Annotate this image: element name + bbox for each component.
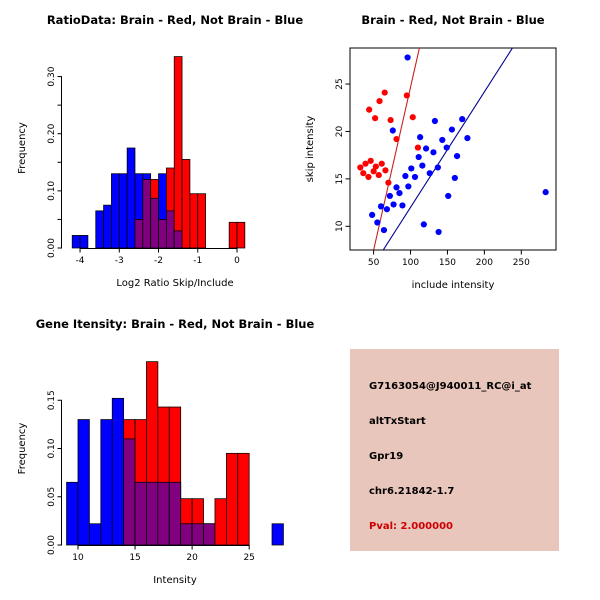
svg-text:10: 10 [335,220,345,232]
svg-text:0.00: 0.00 [47,238,57,258]
svg-text:25: 25 [243,553,254,563]
svg-text:-3: -3 [115,256,124,266]
svg-text:100: 100 [402,258,419,268]
ratio_hist-title: RatioData: Brain - Red, Not Brain - Blue [47,13,304,27]
gene-info-box: G7163054@J940011_RC@i_at altTxStart Gpr1… [350,349,559,551]
svg-text:25: 25 [335,78,345,89]
intensity_scatter-fit-line-red [373,48,420,250]
ratio_hist-xlabel: Log2 Ratio Skip/Include [116,278,233,289]
probe-id-text: G7163054@J940011_RC@i_at [369,381,532,392]
gene_hist-bars [66,361,284,546]
panel-gene-info: G7163054@J940011_RC@i_at altTxStart Gpr1… [300,300,600,600]
pval-text: Pval: 2.000000 [369,521,454,532]
svg-text:0.15: 0.15 [47,390,57,410]
svg-text:0.00: 0.00 [47,535,57,555]
ratio_hist-chart: RatioData: Brain - Red, Not Brain - Blue… [17,13,303,289]
intensity_scatter-ylabel: skip intensity [305,116,316,183]
intensity_scatter-xlabel: include intensity [412,280,495,291]
svg-text:50: 50 [368,258,380,268]
intensity_scatter-title: Brain - Red, Not Brain - Blue [361,13,544,27]
svg-text:200: 200 [476,258,493,268]
svg-text:250: 250 [513,258,530,268]
gene_hist-ylabel: Frequency [17,423,28,475]
gene_hist-xlabel: Intensity [153,575,197,586]
svg-text:10: 10 [72,553,84,563]
ratio_hist-ylabel: Frequency [17,122,28,174]
gene_hist-chart: Gene Itensity: Brain - Red, Not Brain - … [17,317,314,586]
svg-text:0.05: 0.05 [47,487,57,507]
locus-text: chr6.21842-1.7 [369,486,455,497]
panel-intensity-scatter: Brain - Red, Not Brain - Blue include int… [300,0,600,300]
gene-symbol-text: Gpr19 [369,451,404,462]
svg-text:-1: -1 [193,256,202,266]
event-type-text: altTxStart [369,416,426,427]
svg-text:20: 20 [186,553,198,563]
svg-text:0.30: 0.30 [47,66,57,86]
svg-text:15: 15 [129,553,140,563]
svg-text:-2: -2 [154,256,163,266]
svg-text:0: 0 [234,256,240,266]
svg-text:0.10: 0.10 [47,438,57,458]
panel-gene-histogram: Gene Itensity: Brain - Red, Not Brain - … [0,300,314,600]
gene_hist-title: Gene Itensity: Brain - Red, Not Brain - … [36,317,315,331]
intensity_scatter-chart: Brain - Red, Not Brain - Blue include int… [305,13,557,291]
svg-text:15: 15 [335,173,345,184]
svg-text:0.10: 0.10 [47,181,57,201]
svg-text:0.20: 0.20 [47,123,57,143]
intensity_scatter-points-red [357,89,422,186]
intensity_scatter-points-blue [369,54,549,236]
svg-text:-4: -4 [76,256,85,266]
panel-ratio-histogram: RatioData: Brain - Red, Not Brain - Blue… [0,0,303,300]
svg-text:150: 150 [439,258,456,268]
svg-text:20: 20 [335,125,345,137]
ratio_hist-bars [71,56,246,249]
